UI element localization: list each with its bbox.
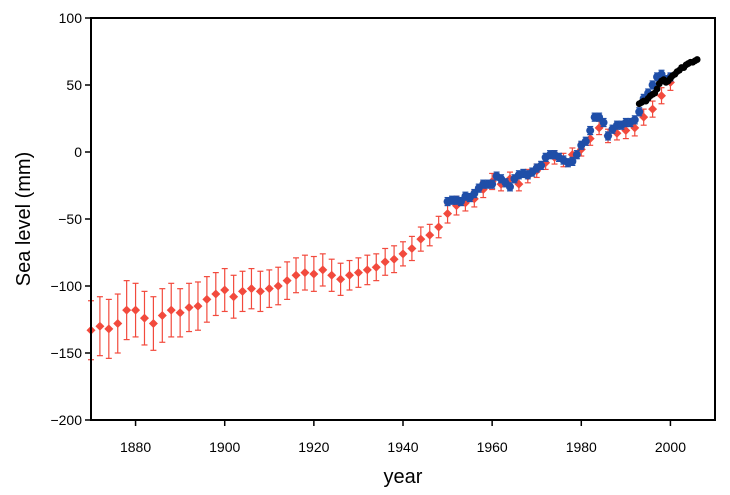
y-tick-label: 100	[59, 10, 83, 26]
data-point	[166, 305, 176, 315]
data-point	[595, 113, 604, 122]
data-point	[653, 85, 661, 93]
data-point	[353, 268, 363, 278]
y-tick-label: 0	[74, 144, 82, 160]
data-point	[398, 249, 408, 259]
data-point	[148, 319, 158, 329]
data-point	[220, 285, 230, 295]
data-point	[211, 289, 221, 299]
data-point	[586, 126, 595, 135]
x-axis-title: year	[384, 466, 423, 488]
data-point	[434, 222, 444, 232]
data-point	[157, 310, 167, 320]
data-point	[425, 230, 435, 240]
data-point	[407, 243, 417, 253]
data-point	[693, 56, 701, 63]
data-point	[229, 292, 239, 302]
data-point	[246, 284, 256, 294]
data-point	[193, 301, 203, 311]
data-point	[505, 182, 514, 191]
data-point	[648, 104, 658, 114]
data-point	[572, 150, 581, 159]
series-2	[443, 69, 675, 207]
axes: 1880 1900 1920 1940 1960 1980 2000 −200 −150 −100…	[50, 10, 686, 455]
data-point	[291, 270, 301, 280]
data-point	[470, 189, 479, 198]
data-point	[139, 313, 149, 323]
data-point	[184, 302, 194, 312]
data-point	[309, 269, 319, 279]
data-point	[362, 265, 372, 275]
data-point	[443, 209, 453, 219]
data-point	[113, 319, 123, 329]
data-point	[104, 324, 114, 334]
data-point	[345, 270, 355, 280]
data-point	[202, 294, 212, 304]
data-point	[581, 137, 590, 146]
data-point	[273, 281, 283, 291]
data-point	[389, 254, 399, 264]
data-point	[380, 257, 390, 267]
data-point	[264, 284, 274, 294]
data-point	[599, 118, 608, 127]
data-point	[336, 274, 346, 284]
data-point	[300, 268, 310, 278]
plot-frame	[90, 17, 716, 421]
x-tick-label: 1880	[120, 439, 151, 455]
data-point	[630, 115, 639, 124]
data-point	[175, 308, 185, 318]
data-point	[604, 131, 613, 140]
data-point	[282, 276, 292, 286]
data-point	[318, 265, 328, 275]
series-3	[635, 56, 701, 108]
y-tick-label: −200	[50, 412, 82, 428]
data-point	[95, 321, 105, 331]
data-point	[568, 157, 577, 166]
data-point	[416, 234, 426, 244]
plot-marks	[86, 56, 701, 361]
data-point	[131, 305, 141, 315]
y-tick-label: −100	[50, 278, 82, 294]
series-1	[86, 73, 675, 361]
data-point	[327, 270, 337, 280]
x-tick-label: 1920	[298, 439, 329, 455]
data-point	[635, 107, 644, 116]
x-tick-label: 1940	[387, 439, 418, 455]
data-point	[537, 161, 546, 170]
data-point	[456, 197, 465, 206]
y-tick-label: −50	[58, 211, 82, 227]
y-tick-label: 50	[66, 77, 82, 93]
y-tick-label: −150	[50, 345, 82, 361]
data-point	[122, 305, 132, 315]
x-tick-label: 1980	[566, 439, 597, 455]
x-tick-label: 1960	[477, 439, 508, 455]
x-tick-label: 2000	[655, 439, 686, 455]
y-axis-title: Sea level (mm)	[13, 152, 35, 286]
data-point	[488, 180, 497, 189]
data-point	[657, 91, 667, 101]
data-point	[255, 286, 265, 296]
x-tick-label: 1900	[209, 439, 240, 455]
data-point	[238, 286, 248, 296]
data-point	[371, 262, 381, 272]
